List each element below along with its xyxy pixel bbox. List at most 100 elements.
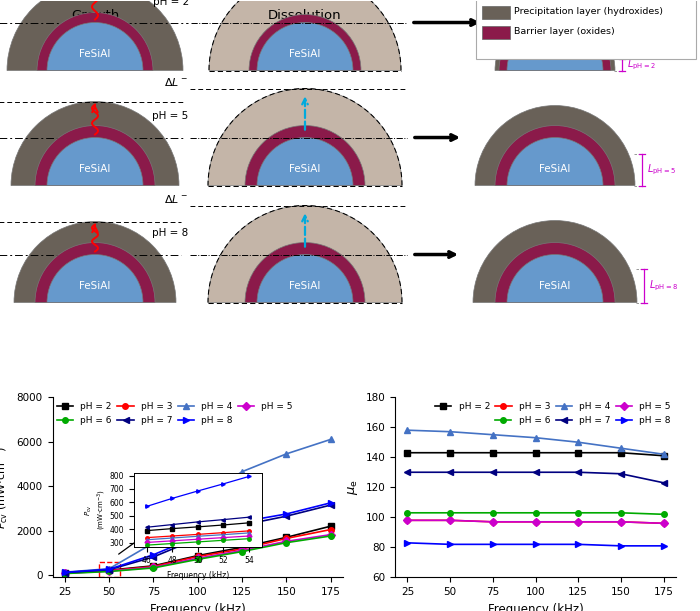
Wedge shape <box>473 221 637 302</box>
pH = 6 <box>61 570 69 577</box>
Line: pH = 6: pH = 6 <box>62 533 333 576</box>
Text: FeSiAl: FeSiAl <box>539 164 570 174</box>
Wedge shape <box>495 243 615 302</box>
pH = 6 <box>238 548 246 555</box>
pH = 8 <box>149 551 158 558</box>
Wedge shape <box>35 125 155 186</box>
pH = 4 <box>282 450 290 458</box>
pH = 7 <box>105 566 113 573</box>
pH = 6 <box>617 509 625 516</box>
Text: FeSiAl: FeSiAl <box>539 280 570 291</box>
Wedge shape <box>507 23 603 70</box>
pH = 2 <box>446 449 454 456</box>
Wedge shape <box>35 243 155 302</box>
pH = 8 <box>326 499 335 507</box>
Y-axis label: $\mu_{\rm e}$: $\mu_{\rm e}$ <box>346 480 360 495</box>
pH = 4 <box>326 436 335 443</box>
Wedge shape <box>507 137 603 186</box>
Y-axis label: $P_{\rm cv}$ (mW·cm$^{-3}$): $P_{\rm cv}$ (mW·cm$^{-3}$) <box>0 445 11 529</box>
pH = 4 <box>531 434 540 441</box>
Line: pH = 3: pH = 3 <box>62 527 333 576</box>
pH = 5 <box>326 531 335 538</box>
Text: $L_{\rm pH=5}$: $L_{\rm pH=5}$ <box>647 163 676 177</box>
pH = 6 <box>531 509 540 516</box>
Line: pH = 8: pH = 8 <box>405 540 666 549</box>
pH = 5 <box>193 555 202 562</box>
pH = 5 <box>403 517 412 524</box>
Text: FeSiAl: FeSiAl <box>289 280 321 291</box>
Line: pH = 2: pH = 2 <box>62 524 333 576</box>
Text: FeSiAl: FeSiAl <box>79 280 111 291</box>
pH = 2 <box>617 449 625 456</box>
pH = 7 <box>403 469 412 476</box>
pH = 8 <box>238 518 246 525</box>
Text: $L_{\rm pH=8}$: $L_{\rm pH=8}$ <box>649 279 678 293</box>
pH = 5 <box>659 519 668 527</box>
Line: pH = 5: pH = 5 <box>405 518 666 526</box>
pH = 3 <box>574 518 582 525</box>
pH = 2 <box>489 449 497 456</box>
pH = 4 <box>659 450 668 458</box>
pH = 4 <box>403 426 412 434</box>
Wedge shape <box>208 89 402 186</box>
Wedge shape <box>245 243 365 302</box>
pH = 8 <box>489 541 497 548</box>
pH = 3 <box>659 519 668 527</box>
Text: $\Delta L^-$: $\Delta L^-$ <box>164 76 188 87</box>
pH = 4 <box>61 568 69 576</box>
pH = 6 <box>446 509 454 516</box>
pH = 7 <box>149 553 158 560</box>
pH = 3 <box>617 518 625 525</box>
pH = 2 <box>61 569 69 577</box>
Bar <box>99 562 120 577</box>
pH = 7 <box>193 535 202 542</box>
pH = 2 <box>193 552 202 559</box>
Legend: pH = 6, pH = 7, pH = 8: pH = 6, pH = 7, pH = 8 <box>495 416 671 425</box>
Wedge shape <box>37 12 153 70</box>
pH = 8 <box>659 542 668 549</box>
pH = 2 <box>238 544 246 551</box>
pH = 7 <box>326 502 335 509</box>
Wedge shape <box>257 23 353 70</box>
pH = 8 <box>617 542 625 549</box>
pH = 5 <box>105 568 113 575</box>
Text: pH = 2: pH = 2 <box>153 0 189 7</box>
pH = 6 <box>105 568 113 575</box>
pH = 2 <box>326 522 335 530</box>
pH = 6 <box>282 539 290 546</box>
pH = 2 <box>149 562 158 569</box>
pH = 5 <box>149 563 158 571</box>
pH = 7 <box>659 479 668 486</box>
pH = 4 <box>105 565 113 573</box>
Wedge shape <box>11 101 179 186</box>
Line: pH = 3: pH = 3 <box>405 518 666 526</box>
pH = 2 <box>659 452 668 459</box>
Wedge shape <box>495 10 615 70</box>
pH = 6 <box>149 565 158 572</box>
pH = 5 <box>574 518 582 525</box>
pH = 5 <box>531 518 540 525</box>
Line: pH = 4: pH = 4 <box>62 437 333 575</box>
pH = 3 <box>326 526 335 533</box>
Text: FeSiAl: FeSiAl <box>79 164 111 174</box>
pH = 5 <box>61 569 69 577</box>
pH = 8 <box>61 569 69 576</box>
pH = 4 <box>238 468 246 475</box>
pH = 6 <box>326 532 335 540</box>
Bar <box>482 26 510 38</box>
pH = 6 <box>403 509 412 516</box>
Wedge shape <box>47 23 143 70</box>
Line: pH = 5: pH = 5 <box>62 532 333 576</box>
pH = 7 <box>531 469 540 476</box>
pH = 7 <box>617 470 625 477</box>
pH = 7 <box>574 469 582 476</box>
Text: Barrier layer (oxides): Barrier layer (oxides) <box>514 27 615 36</box>
Bar <box>482 5 510 18</box>
pH = 5 <box>489 518 497 525</box>
pH = 4 <box>617 445 625 452</box>
pH = 8 <box>105 566 113 573</box>
pH = 3 <box>61 569 69 577</box>
pH = 8 <box>446 541 454 548</box>
X-axis label: Frequency (kHz): Frequency (kHz) <box>150 602 246 611</box>
pH = 8 <box>193 533 202 540</box>
